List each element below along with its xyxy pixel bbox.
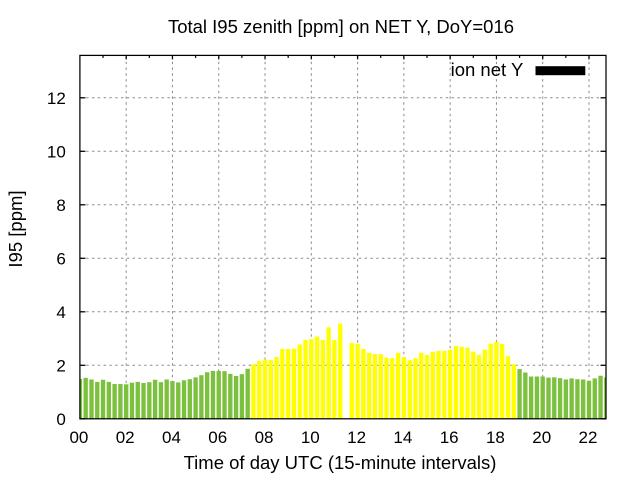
svg-text:06: 06 bbox=[208, 428, 227, 447]
svg-text:02: 02 bbox=[116, 428, 135, 447]
svg-text:04: 04 bbox=[162, 428, 181, 447]
svg-text:8: 8 bbox=[56, 196, 65, 215]
svg-text:08: 08 bbox=[255, 428, 274, 447]
svg-text:4: 4 bbox=[56, 303, 65, 322]
svg-text:I95 [ppm]: I95 [ppm] bbox=[5, 190, 26, 267]
svg-text:22: 22 bbox=[579, 428, 598, 447]
svg-text:Total I95 zenith [ppm] on NET: Total I95 zenith [ppm] on NET Y, DoY=016 bbox=[168, 16, 514, 37]
svg-text:2: 2 bbox=[56, 356, 65, 375]
svg-text:0: 0 bbox=[56, 410, 65, 429]
svg-text:10: 10 bbox=[301, 428, 320, 447]
svg-text:ion net Y: ion net Y bbox=[451, 59, 524, 80]
svg-text:00: 00 bbox=[69, 428, 88, 447]
svg-text:18: 18 bbox=[486, 428, 505, 447]
svg-text:12: 12 bbox=[47, 89, 66, 108]
svg-text:12: 12 bbox=[347, 428, 366, 447]
svg-text:Time of day UTC (15-minute int: Time of day UTC (15-minute intervals) bbox=[184, 452, 497, 473]
svg-text:6: 6 bbox=[56, 249, 65, 268]
svg-text:10: 10 bbox=[47, 142, 66, 161]
svg-text:16: 16 bbox=[440, 428, 459, 447]
svg-text:20: 20 bbox=[532, 428, 551, 447]
svg-text:14: 14 bbox=[393, 428, 412, 447]
